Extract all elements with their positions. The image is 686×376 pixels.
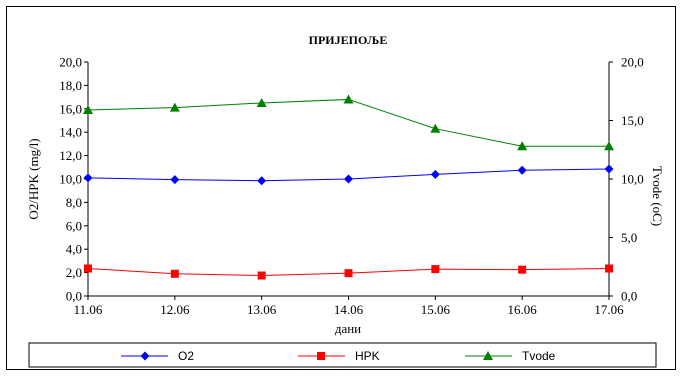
y-tick-label: 18,0: [59, 78, 82, 93]
data-point-hpk: [170, 269, 179, 278]
y-tick-label: 0,0: [66, 289, 82, 304]
series-line-tvode: [87, 98, 609, 147]
y2-tick-label: 0,0: [621, 289, 637, 304]
x-tick-label: 16.06: [508, 302, 538, 317]
legend-marker-o2: [140, 351, 150, 361]
y-axis-title: O2/HPK (mg/l): [26, 138, 41, 219]
x-tick-label: 13.06: [247, 302, 277, 317]
data-point-hpk: [605, 264, 613, 273]
x-tick-label: 12.06: [160, 302, 190, 317]
y-tick-label: 14,0: [59, 125, 82, 140]
x-tick-label: 15.06: [421, 302, 451, 317]
y2-tick-label: 20,0: [621, 55, 644, 70]
data-point-o2: [83, 173, 93, 183]
data-point-o2: [170, 175, 180, 185]
data-point-tvode: [430, 123, 441, 133]
x-tick-label: 14.06: [334, 302, 364, 317]
legend-marker-tvode: [483, 351, 493, 360]
chart-title: ПРИЈЕПОЉЕ: [309, 33, 388, 47]
data-point-tvode: [517, 141, 528, 151]
x-tick-label: 11.06: [74, 302, 103, 317]
y2-tick-label: 5,0: [621, 230, 637, 245]
legend-label-o2: O2: [178, 349, 194, 363]
data-point-o2: [517, 165, 527, 175]
data-point-o2: [344, 174, 353, 184]
data-point-hpk: [431, 265, 440, 274]
y-tick-label: 2,0: [66, 265, 82, 280]
data-point-tvode: [169, 102, 180, 112]
data-point-hpk: [257, 271, 266, 280]
x-axis-title: дани: [335, 321, 361, 336]
y-tick-label: 10,0: [59, 172, 82, 187]
legend-label-hpk: HPK: [355, 349, 380, 363]
data-point-tvode: [343, 94, 354, 104]
y-tick-label: 4,0: [66, 242, 82, 257]
legend-label-tvode: Tvode: [522, 349, 556, 363]
series-layer: [83, 94, 614, 280]
y-tick-label: 8,0: [66, 195, 82, 210]
y-tick-label: 12,0: [59, 148, 82, 163]
chart-frame: [6, 6, 676, 370]
y-tick-label: 6,0: [66, 218, 82, 233]
y2-tick-label: 15,0: [621, 113, 644, 128]
legend-box: [28, 342, 657, 368]
data-point-hpk: [84, 264, 92, 273]
x-tick-label: 17.06: [594, 302, 624, 317]
y2-tick-label: 10,0: [621, 172, 644, 187]
legend-marker-hpk: [317, 352, 325, 360]
data-point-tvode: [256, 97, 267, 107]
data-point-o2: [604, 164, 614, 174]
data-point-tvode: [604, 141, 614, 151]
data-point-tvode: [83, 104, 93, 114]
y2-axis-title: Tvode (oC): [650, 166, 665, 226]
axes-layer: 0,0 2,0 4,0 6,0 8,0 10,0 12,0 14,0 16,0 18,0 20,0 0…: [59, 55, 644, 318]
y-tick-label: 16,0: [59, 101, 82, 116]
data-point-o2: [430, 169, 440, 179]
y-tick-label: 20,0: [59, 55, 82, 70]
data-point-o2: [257, 176, 267, 186]
data-point-hpk: [344, 269, 353, 278]
data-point-hpk: [518, 265, 527, 274]
legend: O2 HPK Tvode: [28, 342, 657, 368]
